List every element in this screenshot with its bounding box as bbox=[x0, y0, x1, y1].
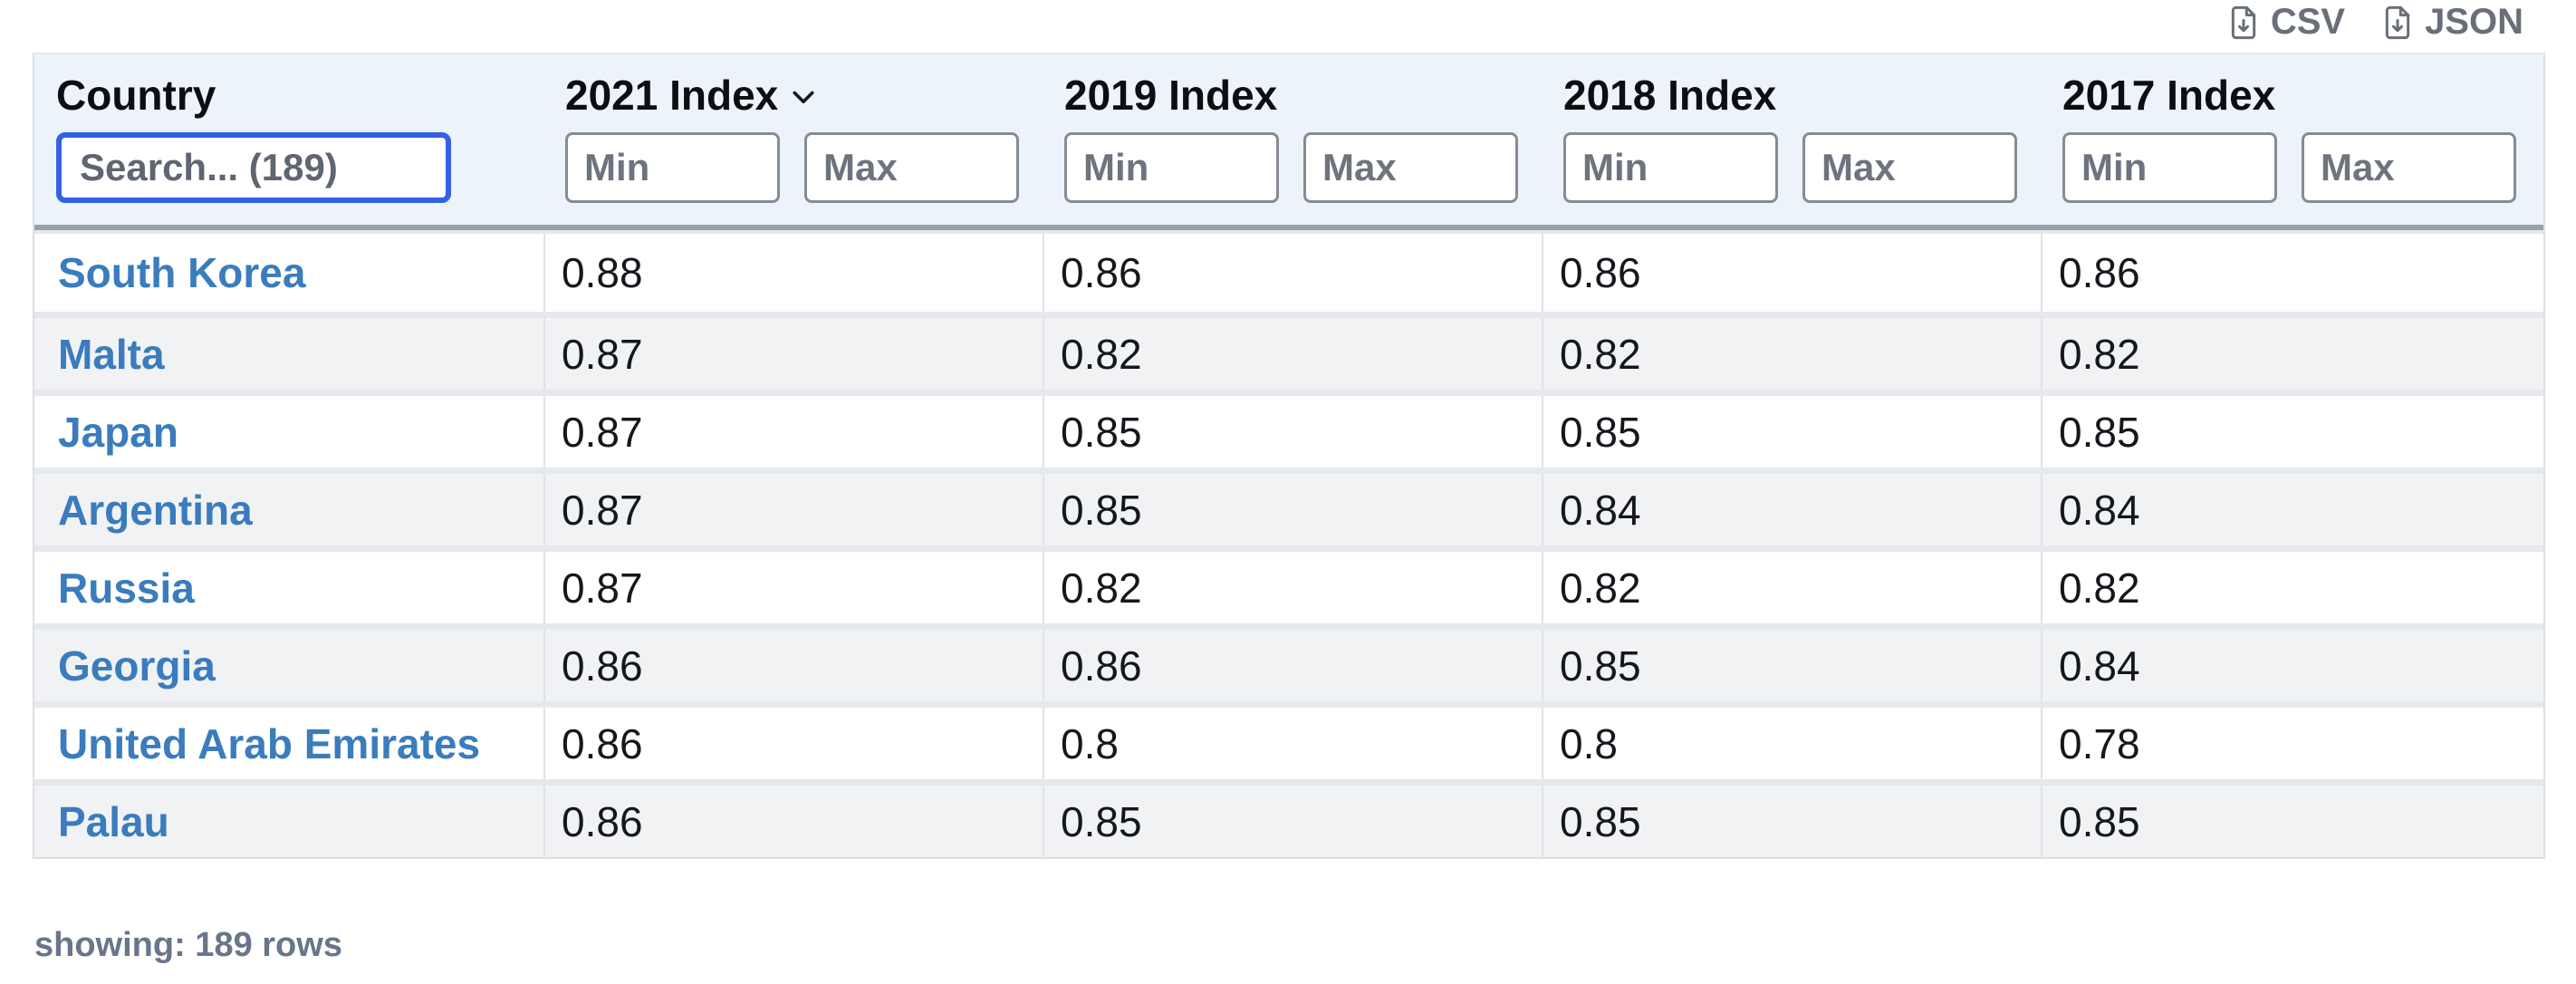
value-cell-2019: 0.85 bbox=[1043, 396, 1542, 468]
country-cell: South Korea bbox=[34, 234, 543, 312]
column-2018-index: 2018 Index bbox=[1542, 72, 2041, 203]
max-filter-input-2021[interactable] bbox=[804, 132, 1019, 203]
country-link[interactable]: Malta bbox=[58, 330, 165, 378]
min-filter-input-2018[interactable] bbox=[1563, 132, 1778, 203]
table-header: Country 2021 Index 2019 Index bbox=[34, 54, 2543, 230]
file-download-icon bbox=[2225, 5, 2262, 41]
value-cell-2021: 0.88 bbox=[543, 234, 1043, 312]
column-label-2021: 2021 Index bbox=[565, 72, 779, 119]
column-header-2019[interactable]: 2019 Index bbox=[1064, 72, 1542, 119]
max-filter-input-2019[interactable] bbox=[1303, 132, 1518, 203]
value-cell-2017: 0.86 bbox=[2041, 234, 2543, 312]
value-cell-2017: 0.84 bbox=[2041, 630, 2543, 701]
country-cell: Georgia bbox=[34, 630, 543, 701]
column-country: Country bbox=[34, 72, 543, 203]
value-cell-2017: 0.85 bbox=[2041, 786, 2543, 857]
country-filter-row bbox=[56, 132, 543, 203]
value-cell-2018: 0.8 bbox=[1542, 708, 2041, 779]
file-download-icon bbox=[2379, 5, 2416, 41]
value-cell-2019: 0.85 bbox=[1043, 786, 1542, 857]
value-cell-2019: 0.82 bbox=[1043, 318, 1542, 390]
filter-row-2017 bbox=[2062, 132, 2543, 203]
column-header-country[interactable]: Country bbox=[56, 72, 543, 119]
value-cell-2017: 0.84 bbox=[2041, 474, 2543, 545]
column-header-2018[interactable]: 2018 Index bbox=[1563, 72, 2041, 119]
table-row: Palau 0.86 0.85 0.85 0.85 bbox=[34, 779, 2543, 857]
country-link[interactable]: Russia bbox=[58, 564, 195, 612]
column-2021-index: 2021 Index bbox=[543, 72, 1043, 203]
value-cell-2017: 0.82 bbox=[2041, 318, 2543, 390]
country-cell: Malta bbox=[34, 318, 543, 390]
value-cell-2018: 0.84 bbox=[1542, 474, 2041, 545]
table-row: United Arab Emirates 0.86 0.8 0.8 0.78 bbox=[34, 701, 2543, 779]
export-csv-label: CSV bbox=[2270, 2, 2346, 42]
value-cell-2021: 0.86 bbox=[543, 708, 1043, 779]
value-cell-2017: 0.85 bbox=[2041, 396, 2543, 468]
value-cell-2018: 0.85 bbox=[1542, 396, 2041, 468]
min-filter-input-2021[interactable] bbox=[565, 132, 780, 203]
max-filter-input-2018[interactable] bbox=[1802, 132, 2017, 203]
export-json-button[interactable]: JSON bbox=[2379, 2, 2523, 43]
value-cell-2019: 0.8 bbox=[1043, 708, 1542, 779]
value-cell-2018: 0.82 bbox=[1542, 318, 2041, 390]
country-link[interactable]: United Arab Emirates bbox=[58, 719, 481, 767]
export-toolbar: CSV JSON bbox=[2225, 2, 2523, 43]
country-cell: United Arab Emirates bbox=[34, 708, 543, 779]
value-cell-2018: 0.82 bbox=[1542, 552, 2041, 623]
max-filter-input-2017[interactable] bbox=[2302, 132, 2516, 203]
column-2019-index: 2019 Index bbox=[1043, 72, 1542, 203]
column-label-2019: 2019 Index bbox=[1064, 72, 1278, 119]
value-cell-2017: 0.78 bbox=[2041, 708, 2543, 779]
value-cell-2017: 0.82 bbox=[2041, 552, 2543, 623]
column-2017-index: 2017 Index bbox=[2041, 72, 2543, 203]
country-search-input[interactable] bbox=[56, 132, 451, 203]
value-cell-2019: 0.86 bbox=[1043, 630, 1542, 701]
country-cell: Japan bbox=[34, 396, 543, 468]
value-cell-2018: 0.85 bbox=[1542, 786, 2041, 857]
value-cell-2021: 0.87 bbox=[543, 552, 1043, 623]
min-filter-input-2017[interactable] bbox=[2062, 132, 2277, 203]
table-row: Malta 0.87 0.82 0.82 0.82 bbox=[34, 312, 2543, 390]
table-row: South Korea 0.88 0.86 0.86 0.86 bbox=[34, 234, 2543, 312]
country-link[interactable]: Argentina bbox=[58, 486, 253, 534]
value-cell-2021: 0.86 bbox=[543, 630, 1043, 701]
filter-row-2021 bbox=[565, 132, 1043, 203]
country-cell: Palau bbox=[34, 786, 543, 857]
country-link[interactable]: Japan bbox=[58, 408, 178, 456]
table-body: South Korea 0.88 0.86 0.86 0.86 Malta 0.… bbox=[34, 230, 2543, 857]
column-label-country: Country bbox=[56, 72, 216, 119]
column-header-2021[interactable]: 2021 Index bbox=[565, 72, 1043, 119]
value-cell-2019: 0.82 bbox=[1043, 552, 1542, 623]
value-cell-2018: 0.86 bbox=[1542, 234, 2041, 312]
value-cell-2019: 0.86 bbox=[1043, 234, 1542, 312]
country-link[interactable]: South Korea bbox=[58, 249, 306, 296]
filter-row-2018 bbox=[1563, 132, 2041, 203]
value-cell-2021: 0.87 bbox=[543, 396, 1043, 468]
table-row: Argentina 0.87 0.85 0.84 0.84 bbox=[34, 468, 2543, 545]
value-cell-2021: 0.87 bbox=[543, 318, 1043, 390]
table-row: Russia 0.87 0.82 0.82 0.82 bbox=[34, 545, 2543, 623]
chevron-down-icon bbox=[787, 81, 820, 113]
export-json-label: JSON bbox=[2425, 2, 2523, 42]
column-label-2017: 2017 Index bbox=[2062, 72, 2276, 119]
export-csv-button[interactable]: CSV bbox=[2225, 2, 2345, 43]
value-cell-2021: 0.87 bbox=[543, 474, 1043, 545]
country-link[interactable]: Palau bbox=[58, 797, 169, 845]
table-row: Georgia 0.86 0.86 0.85 0.84 bbox=[34, 623, 2543, 701]
country-index-table: Country 2021 Index 2019 Index bbox=[33, 53, 2545, 859]
value-cell-2021: 0.86 bbox=[543, 786, 1043, 857]
table-row: Japan 0.87 0.85 0.85 0.85 bbox=[34, 390, 2543, 468]
filter-row-2019 bbox=[1064, 132, 1542, 203]
value-cell-2018: 0.85 bbox=[1542, 630, 2041, 701]
min-filter-input-2019[interactable] bbox=[1064, 132, 1279, 203]
country-cell: Argentina bbox=[34, 474, 543, 545]
column-label-2018: 2018 Index bbox=[1563, 72, 1777, 119]
country-link[interactable]: Georgia bbox=[58, 642, 216, 690]
column-header-2017[interactable]: 2017 Index bbox=[2062, 72, 2543, 119]
row-count-status: showing: 189 rows bbox=[34, 926, 342, 964]
country-cell: Russia bbox=[34, 552, 543, 623]
value-cell-2019: 0.85 bbox=[1043, 474, 1542, 545]
